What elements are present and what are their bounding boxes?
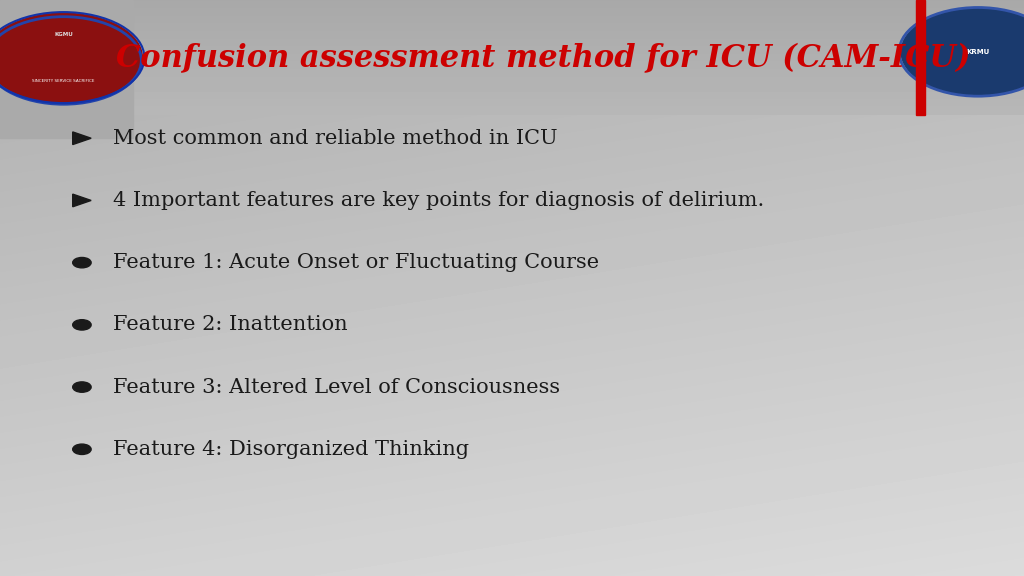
Circle shape (73, 257, 91, 268)
Text: KGMU: KGMU (54, 32, 73, 37)
Text: Confusion assessment method for ICU (CAM-ICU): Confusion assessment method for ICU (CAM… (116, 42, 970, 73)
Circle shape (73, 382, 91, 392)
Bar (0, 0, 133, 138)
Circle shape (73, 320, 91, 330)
Polygon shape (73, 194, 91, 207)
Bar (916, 0, 925, 115)
Text: KRMU: KRMU (967, 49, 989, 55)
Polygon shape (73, 132, 91, 145)
Circle shape (901, 9, 1024, 95)
Circle shape (0, 17, 140, 104)
Circle shape (0, 13, 142, 102)
Text: SINCERITY SERVICE SACRIFICE: SINCERITY SERVICE SACRIFICE (32, 79, 95, 82)
Text: Feature 3: Altered Level of Consciousness: Feature 3: Altered Level of Consciousnes… (113, 378, 560, 396)
Text: Feature 4: Disorganized Thinking: Feature 4: Disorganized Thinking (113, 440, 469, 458)
Text: Most common and reliable method in ICU: Most common and reliable method in ICU (113, 129, 557, 147)
Text: 4 Important features are key points for diagnosis of delirium.: 4 Important features are key points for … (113, 191, 764, 210)
Text: Feature 2: Inattention: Feature 2: Inattention (113, 316, 347, 334)
Circle shape (73, 444, 91, 454)
Text: Feature 1: Acute Onset or Fluctuating Course: Feature 1: Acute Onset or Fluctuating Co… (113, 253, 599, 272)
